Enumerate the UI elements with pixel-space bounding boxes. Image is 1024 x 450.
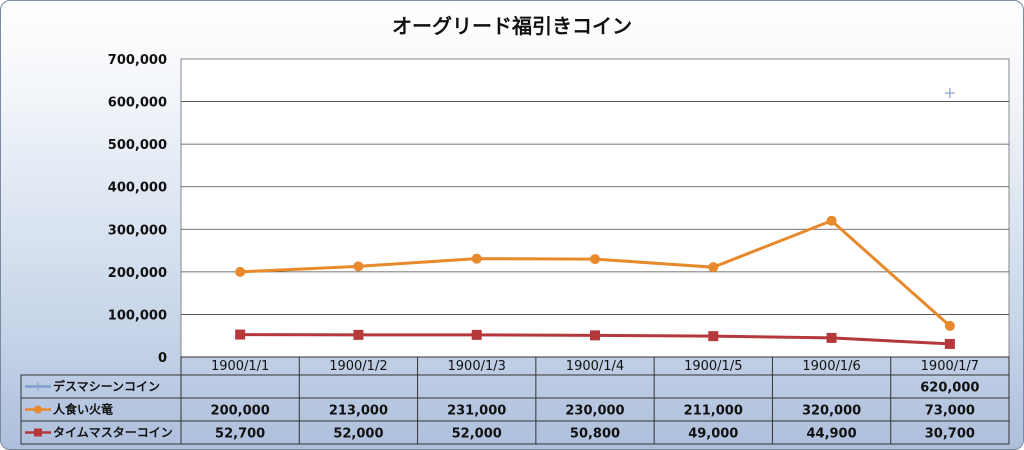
data-label: 52,000 [452, 427, 502, 442]
y-tick-label: 300,000 [108, 223, 167, 238]
x-tick-label: 1900/1/5 [684, 359, 742, 374]
data-point [944, 88, 955, 99]
y-tick-label: 600,000 [108, 96, 167, 111]
data-label: 52,000 [333, 427, 383, 442]
y-tick-label: 200,000 [108, 266, 167, 281]
data-point [944, 338, 955, 349]
data-point [708, 262, 719, 273]
series-name: 人食い火竜 [53, 402, 113, 417]
legend-key-marker [34, 405, 42, 414]
y-tick-label: 0 [158, 351, 167, 366]
x-tick-label: 1900/1/7 [921, 359, 979, 374]
series-name: タイムマスターコイン [53, 426, 173, 440]
gridlines [181, 101, 1009, 315]
series-name: デスマシーンコイン [53, 379, 160, 394]
data-label: 49,000 [688, 427, 738, 442]
legend-key-marker [34, 428, 42, 437]
x-tick-label: 1900/1/2 [329, 359, 387, 374]
data-point [353, 261, 364, 272]
y-tick-label: 700,000 [108, 53, 167, 68]
data-point [944, 320, 955, 331]
x-tick-label: 1900/1/1 [211, 359, 269, 374]
y-axis: 700,000 600,000 500,000 400,000 300,000 200,0… [108, 53, 167, 366]
x-tick-label: 1900/1/3 [448, 359, 506, 374]
y-tick-label: 400,000 [108, 181, 167, 196]
data-point [235, 266, 246, 277]
data-point [590, 254, 600, 265]
data-label: 52,700 [215, 427, 265, 442]
data-label: 200,000 [211, 404, 270, 419]
data-label: 30,700 [925, 427, 975, 442]
data-table: 1900/1/1 1900/1/2 1900/1/3 1900/1/4 1900/1/5… [20, 356, 1010, 445]
data-point [590, 330, 600, 341]
series-layer [235, 88, 955, 349]
y-tick-label: 100,000 [108, 308, 167, 323]
data-point [471, 329, 482, 340]
data-point [826, 215, 837, 226]
data-point [353, 329, 364, 340]
x-tick-label: 1900/1/4 [566, 359, 624, 374]
data-label: 620,000 [920, 381, 979, 396]
data-point [826, 332, 837, 343]
data-label: 230,000 [565, 404, 624, 419]
plot-area [180, 58, 1010, 358]
data-label: 73,000 [925, 404, 975, 419]
data-label: 320,000 [802, 404, 861, 419]
chart-title: オーグリード福引きコイン [392, 14, 632, 38]
data-point [471, 253, 482, 264]
y-tick-label: 500,000 [108, 138, 167, 153]
data-label: 213,000 [329, 404, 388, 419]
table-row [20, 374, 1010, 399]
data-label: 44,900 [806, 427, 856, 442]
data-label: 211,000 [684, 404, 743, 419]
x-tick-label: 1900/1/6 [802, 359, 860, 374]
data-point [708, 331, 719, 342]
legend-key-marker [34, 382, 42, 391]
data-point [235, 329, 246, 340]
data-label: 50,800 [570, 427, 620, 442]
data-label: 231,000 [447, 404, 506, 419]
